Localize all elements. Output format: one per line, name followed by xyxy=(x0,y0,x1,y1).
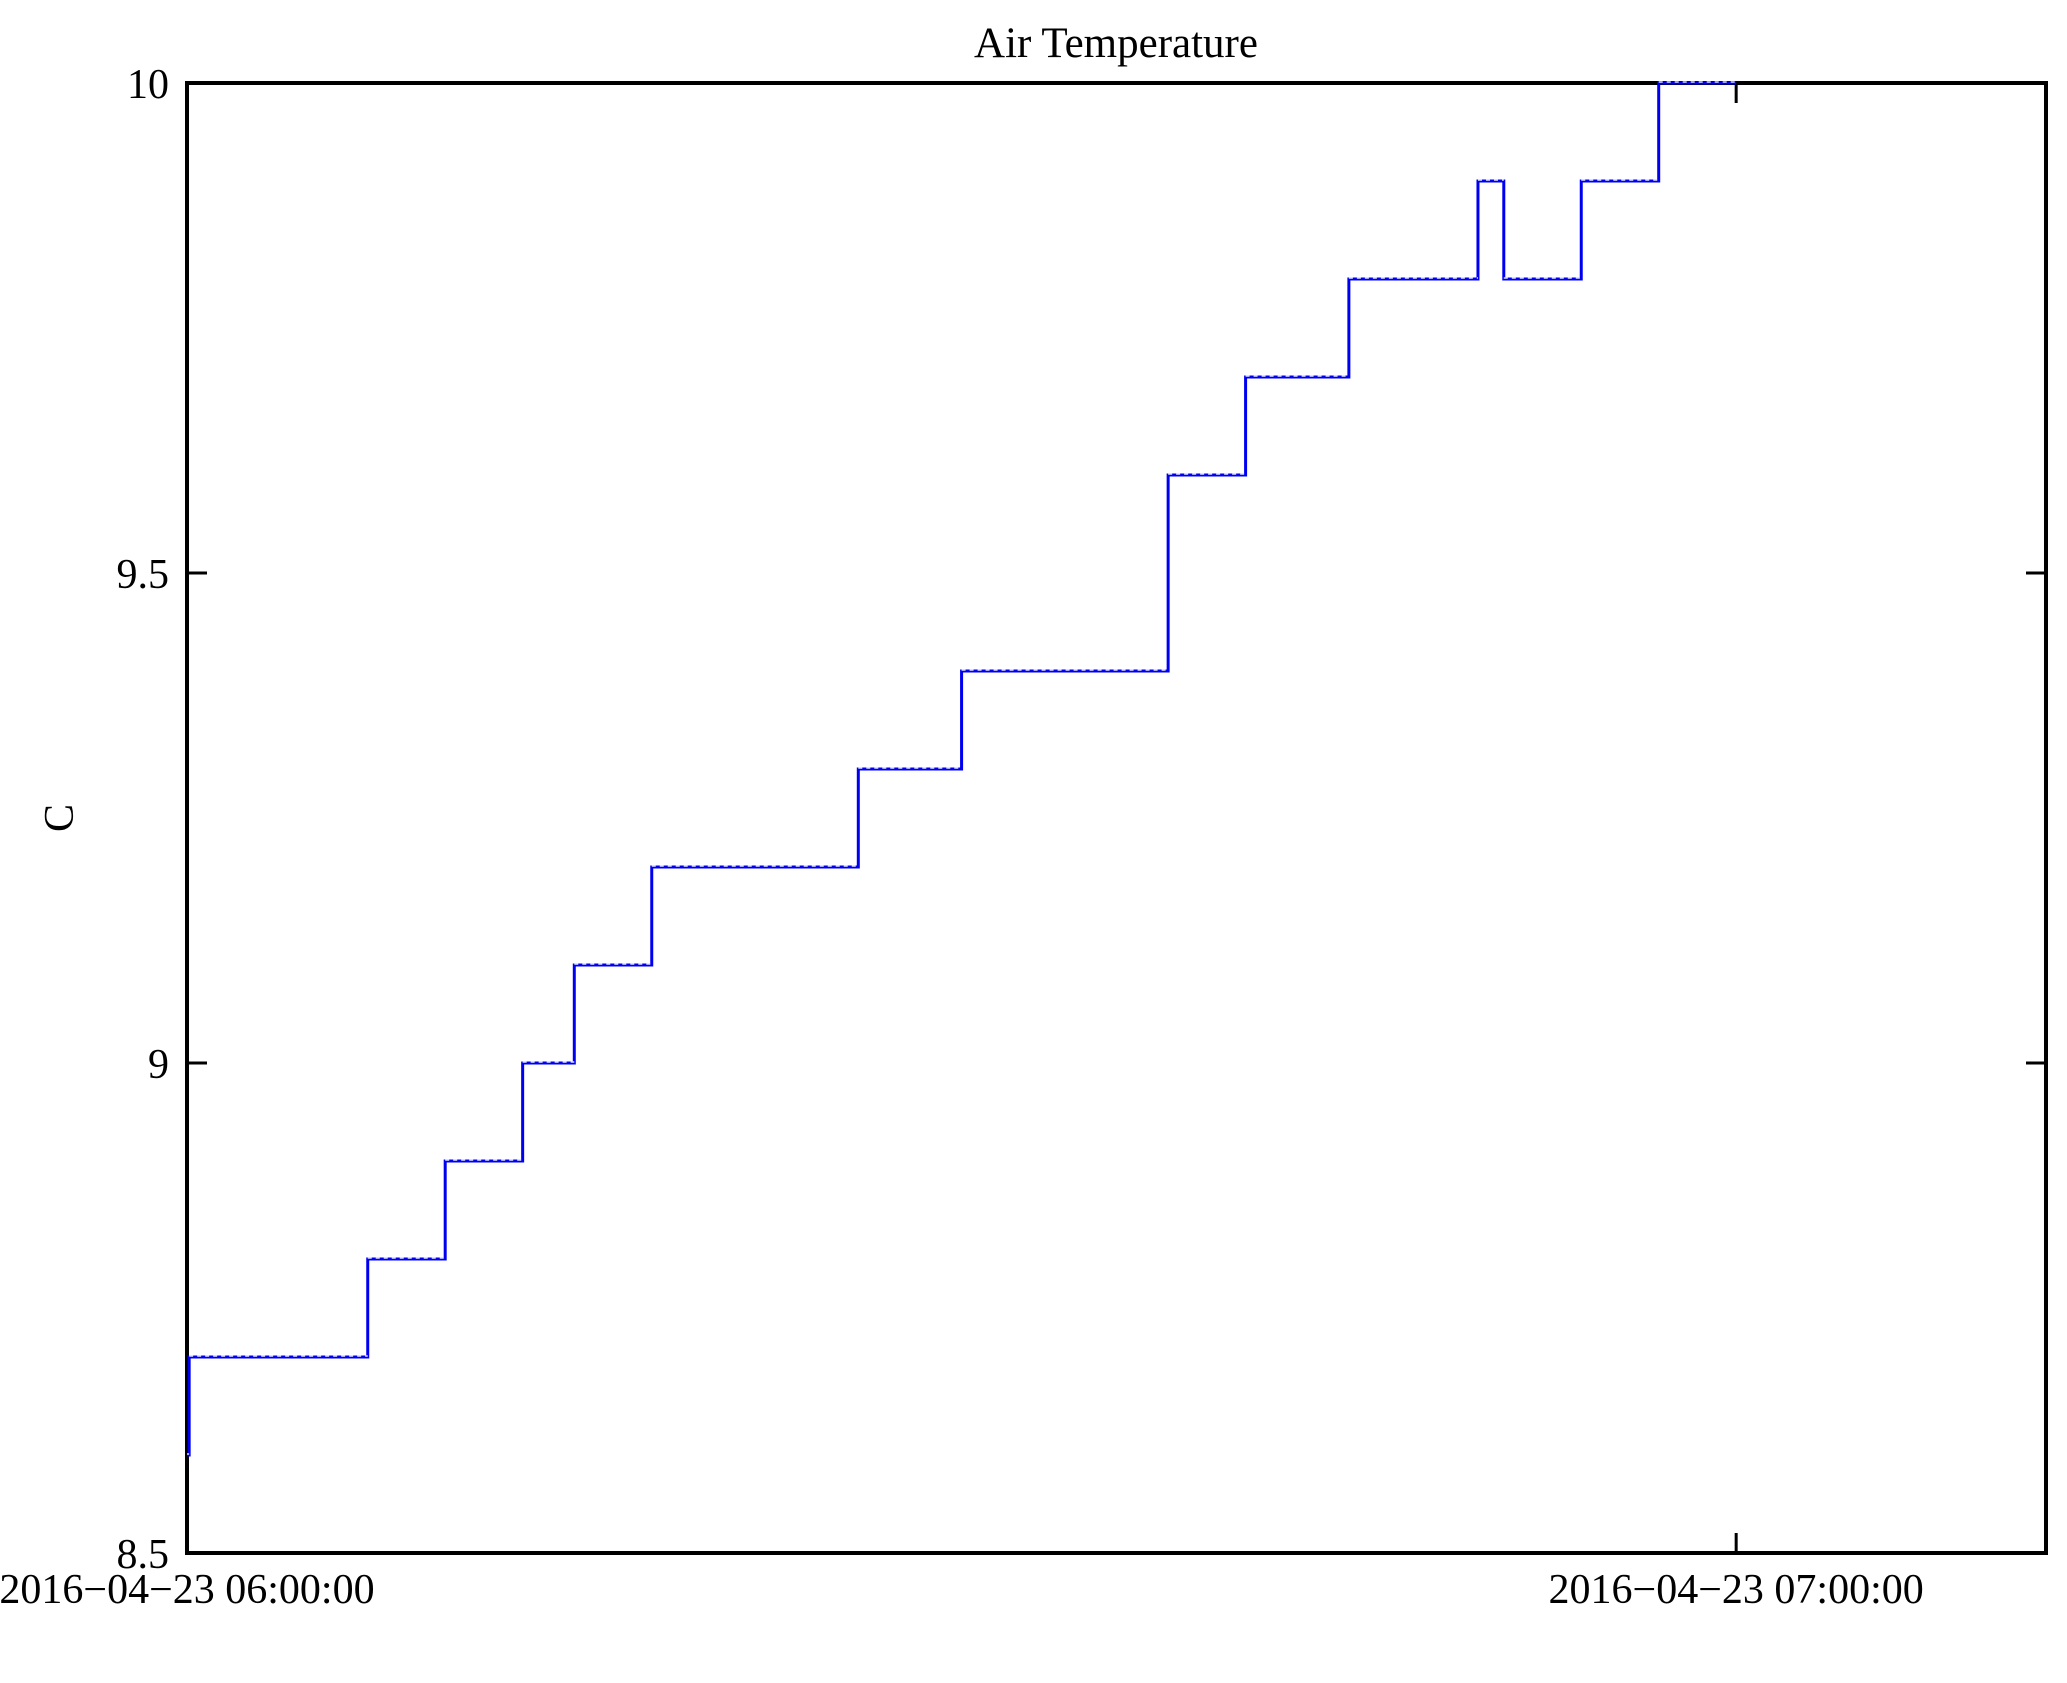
tick-label: 10 xyxy=(127,62,169,108)
y-axis-label: C xyxy=(37,804,83,832)
plot-border xyxy=(185,81,2048,1555)
chart-title: Air Temperature xyxy=(974,20,1258,67)
x-axis-tick-labels: 2016−04−23 06:00:00 2016−04−23 07:00:00 xyxy=(0,1567,1924,1613)
temperature-step-line xyxy=(187,81,1737,1457)
y-axis-ticks xyxy=(187,81,2046,1555)
tick-label: 8.5 xyxy=(117,1532,170,1578)
step-line-dash-overlay xyxy=(187,81,1737,1455)
x-axis-ticks xyxy=(185,83,1738,1553)
tick-label: 9 xyxy=(148,1042,169,1088)
tick-label: 2016−04−23 06:00:00 xyxy=(0,1567,375,1613)
tick-label: 2016−04−23 07:00:00 xyxy=(1549,1567,1924,1613)
y-axis-tick-labels: 10 9.5 9 8.5 xyxy=(117,62,170,1578)
tick-label: 9.5 xyxy=(117,552,170,598)
